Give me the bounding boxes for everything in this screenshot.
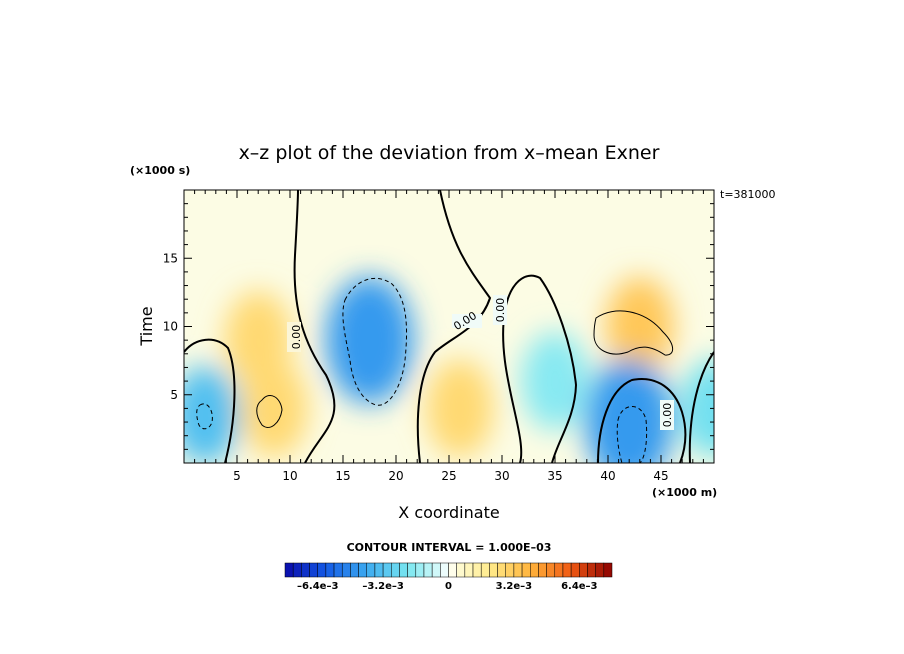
contour-label: 0.00 bbox=[494, 298, 507, 323]
negative-contours bbox=[196, 277, 648, 463]
colorbar-cell bbox=[521, 562, 531, 578]
colorbar-cell bbox=[309, 562, 318, 578]
x-tick-label: 5 bbox=[233, 469, 241, 483]
colorbar-tick-label: –3.2e–3 bbox=[362, 581, 403, 592]
x-tick-label: 30 bbox=[494, 469, 509, 483]
colorbar-tick-label: 0 bbox=[445, 581, 452, 592]
colorbar-cell bbox=[595, 562, 605, 578]
shaded-region bbox=[605, 277, 674, 376]
colorbar-cell bbox=[603, 562, 613, 578]
x-axis-label: X coordinate bbox=[398, 503, 499, 522]
y-tick-label: 5 bbox=[170, 388, 178, 402]
colorbar-cell bbox=[489, 562, 498, 578]
shaded-region bbox=[521, 331, 589, 431]
colorbar-cell bbox=[554, 562, 564, 578]
colorbar-cell bbox=[399, 562, 408, 578]
x-tick-label: 25 bbox=[441, 469, 456, 483]
colorbar-cell bbox=[448, 562, 457, 578]
colorbar-tick-label: –6.4e–3 bbox=[297, 581, 338, 592]
x-tick-label: 10 bbox=[282, 469, 297, 483]
colorbar-tick-label: 6.4e–3 bbox=[561, 581, 597, 592]
colorbar-cell bbox=[333, 562, 343, 578]
colorbar-cell bbox=[562, 562, 572, 578]
colorbar-cell bbox=[350, 562, 359, 578]
y-unit-label: (×1000 s) bbox=[130, 164, 190, 177]
y-tick-label: 15 bbox=[163, 251, 178, 265]
y-axis-label: Time bbox=[137, 306, 156, 346]
shaded-region bbox=[425, 359, 494, 458]
colorbar-cell bbox=[358, 562, 368, 578]
shaded-region bbox=[680, 359, 714, 458]
positive-contours bbox=[256, 310, 674, 428]
colorbar-cell bbox=[570, 562, 580, 578]
chart-title: x–z plot of the deviation from x–mean Ex… bbox=[239, 142, 660, 164]
shaded-region bbox=[184, 365, 240, 463]
colorbar-cell bbox=[587, 562, 596, 578]
colorbar-tick-labels: –6.4e–3 –3.2e–3 0 3.2e–3 6.4e–3 bbox=[297, 581, 598, 592]
colorbar-tick-label: 3.2e–3 bbox=[496, 581, 532, 592]
plot-area: 0.00 0.00 0.00 0.00 bbox=[184, 190, 714, 463]
colorbar-cell bbox=[374, 562, 384, 578]
colorbar-cell bbox=[530, 562, 539, 578]
colorbar-cell bbox=[391, 562, 400, 578]
colorbar-cell bbox=[513, 562, 523, 578]
colorbar-cell bbox=[292, 562, 302, 578]
colorbar-cell bbox=[497, 562, 506, 578]
contour-label: 0.00 bbox=[661, 403, 674, 428]
colorbar-cell bbox=[472, 562, 482, 578]
shaded-region bbox=[585, 358, 674, 463]
colorbar-cell bbox=[341, 562, 351, 578]
shaded-region bbox=[240, 359, 309, 458]
colorbar-cell bbox=[464, 562, 474, 578]
colorbar-cell bbox=[415, 562, 425, 578]
y-axis-ticks: 5 10 15 bbox=[163, 203, 714, 450]
contour-label: 0.00 bbox=[290, 325, 303, 350]
x-tick-label: 15 bbox=[335, 469, 350, 483]
x-axis-ticks: 5 10 15 20 25 30 35 40 45 bbox=[194, 190, 704, 483]
colorbar-cell bbox=[505, 562, 515, 578]
colorbar-cell bbox=[440, 562, 449, 578]
colorbar-cell bbox=[325, 562, 335, 578]
colorbar-cell bbox=[431, 562, 441, 578]
x-tick-label: 35 bbox=[547, 469, 562, 483]
x-tick-label: 20 bbox=[388, 469, 403, 483]
contour-interval-text: CONTOUR INTERVAL = 1.000E–03 bbox=[347, 541, 552, 554]
colorbar-cell bbox=[317, 562, 327, 578]
colorbar-cell bbox=[407, 562, 417, 578]
x-unit-label: (×1000 m) bbox=[652, 486, 717, 499]
colorbar-cell bbox=[301, 562, 310, 578]
colorbar bbox=[284, 562, 613, 578]
y-tick-label: 10 bbox=[163, 320, 178, 334]
x-tick-label: 40 bbox=[600, 469, 615, 483]
colorbar-cell bbox=[546, 562, 556, 578]
colorbar-cell bbox=[423, 562, 433, 578]
shaded-region bbox=[325, 276, 414, 404]
colorbar-cell bbox=[456, 562, 466, 578]
colorbar-cell bbox=[284, 562, 294, 578]
colorbar-cell bbox=[579, 562, 588, 578]
colorbar-cell bbox=[538, 562, 547, 578]
colorbar-cell bbox=[480, 562, 490, 578]
colorbar-cell bbox=[382, 562, 392, 578]
x-tick-label: 45 bbox=[653, 469, 668, 483]
colorbar-cell bbox=[366, 562, 376, 578]
time-label: t=381000 bbox=[720, 188, 776, 201]
